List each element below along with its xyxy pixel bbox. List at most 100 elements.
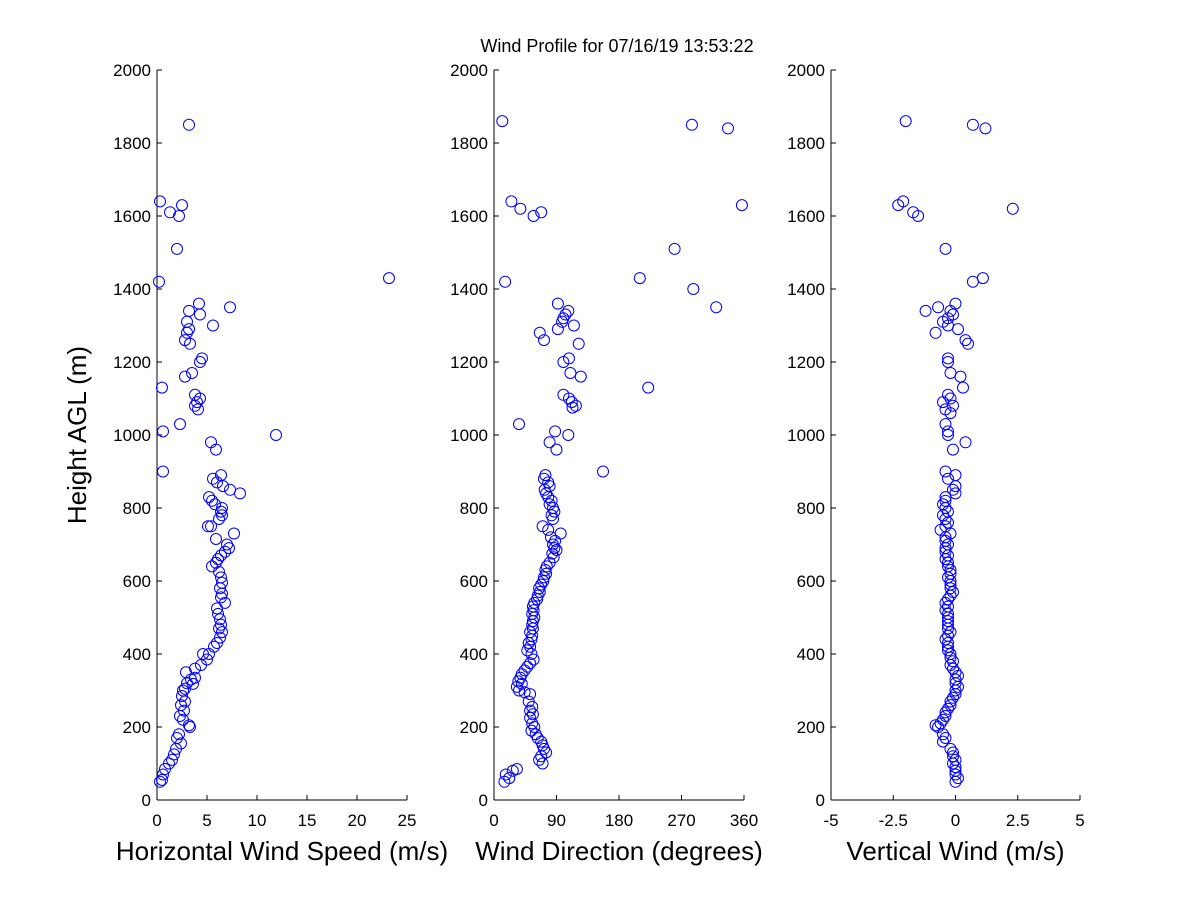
data-point [183,719,195,732]
data-point [181,677,193,690]
y-tick-label: 1600 [450,207,488,226]
data-point [668,242,681,255]
data-point [170,742,182,755]
data-point [919,304,932,317]
y-axis-label: Height AGL (m) [62,346,92,524]
data-point [962,337,974,350]
x-axis-label-horizontal-wind-speed-m-s: Horizontal Wind Speed (m/s) [116,836,448,866]
data-point [181,326,193,339]
data-point [166,753,178,766]
data-point [944,582,957,595]
data-point [944,651,957,664]
data-point [549,425,562,438]
data-point [572,337,585,350]
data-point [947,443,959,456]
data-point [562,429,575,441]
y-tick-label: 200 [797,718,825,737]
data-point [525,633,538,646]
data-point [944,407,957,420]
data-point [550,443,563,456]
data-point [154,195,166,208]
data-point [531,593,544,606]
data-point [216,626,228,639]
data-point [633,272,646,285]
data-point [205,520,217,533]
data-point [212,607,224,620]
data-point [937,735,949,748]
data-point [505,195,518,208]
data-point [939,545,952,558]
y-tick-label: 2000 [787,61,825,80]
data-point [942,425,954,438]
data-point [224,301,236,314]
data-point [947,691,959,704]
y-tick-label: 1400 [113,280,151,299]
data-point [383,272,395,285]
data-point [542,523,555,536]
data-point [521,644,534,657]
data-point [942,615,954,628]
data-point [944,695,957,708]
data-point [207,319,219,332]
data-point [526,708,539,721]
x-tick-label: 90 [547,811,566,830]
data-point [157,768,169,781]
data-point [525,724,538,737]
data-point [176,199,188,212]
data-point [959,334,972,347]
x-tick-label: 25 [398,811,417,830]
data-point [556,315,569,328]
data-point [533,753,546,766]
data-point [899,115,912,128]
y-tick-label: 1600 [113,207,151,226]
x-tick-label: 0 [951,811,960,830]
y-tick-label: 1400 [787,280,825,299]
x-tick-label: 180 [605,811,633,830]
y-tick-label: 1800 [113,134,151,153]
y-tick-label: 0 [479,791,488,810]
data-point [213,513,225,525]
x-tick-label: 2.5 [1006,811,1030,830]
data-point [547,513,559,525]
data-point [944,392,957,405]
y-tick-label: 200 [460,718,488,737]
data-point [957,381,969,394]
data-point [550,544,563,556]
data-point [203,491,215,504]
data-point [171,242,183,255]
data-point [184,721,196,733]
x-axis-label-vertical-wind-m-s: Vertical Wind (m/s) [846,836,1064,866]
y-tick-label: 1800 [787,134,825,153]
data-point [942,637,954,649]
data-point [597,465,609,478]
y-tick-label: 800 [797,499,825,518]
data-point [710,301,723,314]
x-tick-label: 15 [298,811,317,830]
data-point [211,602,223,615]
x-tick-label: 5 [1075,811,1084,830]
data-point [735,199,748,212]
data-point [211,476,223,489]
data-point [939,596,952,609]
x-tick-label: -2.5 [879,811,908,830]
data-point [722,122,734,135]
data-point [949,768,962,781]
data-point [947,655,959,668]
data-point [942,356,954,368]
data-point [954,370,967,383]
data-point [526,717,539,730]
y-tick-label: 600 [123,572,151,591]
data-point [942,644,954,657]
data-point [513,418,525,431]
data-point [959,436,972,449]
data-point [939,242,952,255]
data-point [939,706,952,719]
y-tick-label: 600 [460,572,488,591]
data-point [528,721,541,733]
data-point [189,399,201,412]
y-tick-label: 400 [460,645,488,664]
y-tick-label: 1800 [450,134,488,153]
data-point [949,761,962,774]
data-point [219,545,231,558]
